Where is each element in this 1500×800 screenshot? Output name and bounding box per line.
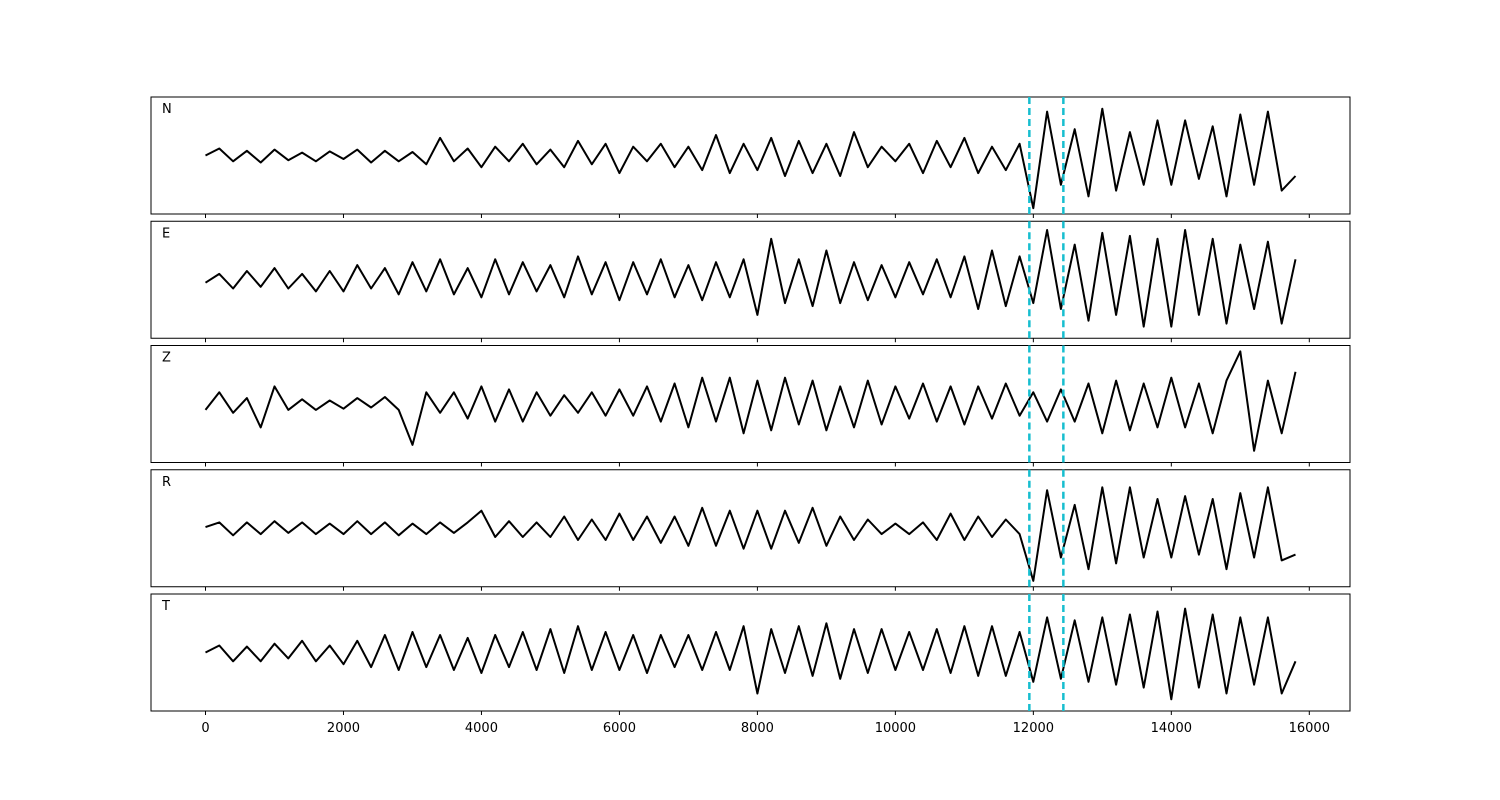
- x-tick-label: 14000: [1151, 721, 1192, 736]
- x-tick-label: 8000: [741, 721, 774, 736]
- x-tick-label: 16000: [1289, 721, 1330, 736]
- x-tick-label: 6000: [603, 721, 636, 736]
- panel-label: R: [162, 475, 171, 490]
- x-tick-label: 0: [201, 721, 209, 736]
- panel-label: N: [162, 102, 172, 117]
- x-tick-label: 12000: [1013, 721, 1054, 736]
- trace: [205, 607, 1297, 701]
- panel-frame: [150, 96, 1351, 215]
- x-tick-label: 2000: [327, 721, 360, 736]
- x-tick-label: 4000: [465, 721, 498, 736]
- panel-frame: [150, 593, 1351, 712]
- trace: [204, 350, 1297, 452]
- panel-label: E: [162, 226, 170, 241]
- x-tick-label: 10000: [875, 721, 916, 736]
- panel-frame: [150, 220, 1351, 339]
- panel-frame: [150, 345, 1351, 463]
- trace: [205, 107, 1297, 210]
- panel-label: T: [161, 599, 170, 614]
- trace: [204, 229, 1297, 328]
- trace: [205, 486, 1296, 582]
- panel-label: Z: [162, 351, 171, 366]
- panel-frame: [150, 469, 1351, 588]
